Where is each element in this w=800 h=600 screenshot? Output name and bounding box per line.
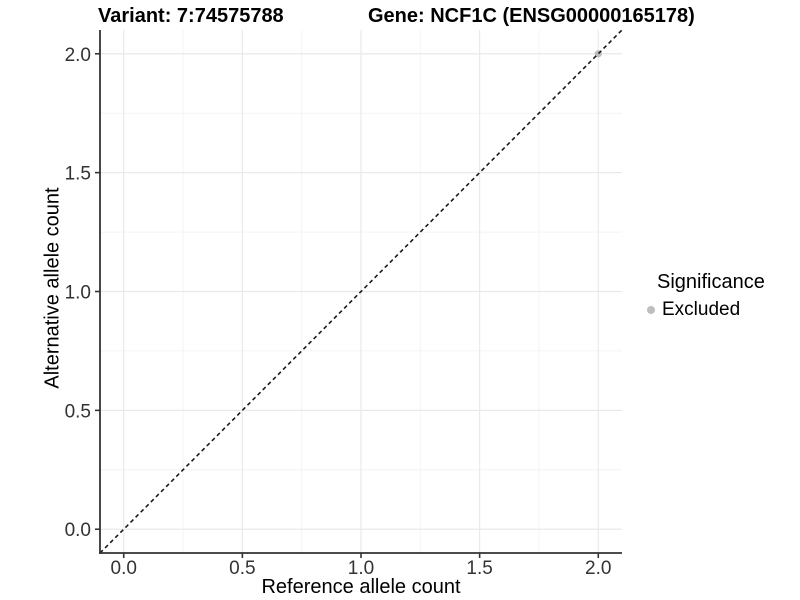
legend-title: Significance [657,271,765,293]
legend-point-icon [647,306,655,314]
x-tick-label: 0.0 [111,558,137,579]
y-tick-label: 0.0 [65,520,91,541]
legend-item-label: Excluded [662,299,741,320]
x-tick-label: 2.0 [585,558,611,579]
x-axis-title: Reference allele count [261,576,461,598]
plot-title-gene: Gene: NCF1C (ENSG00000165178) [368,5,695,27]
x-tick-label: 0.5 [229,558,255,579]
x-tick-label: 1.5 [466,558,492,579]
y-tick-label: 1.0 [65,283,91,304]
y-tick-label: 0.5 [65,401,91,422]
legend-item-excluded: Excluded [644,299,765,321]
y-tick-label: 2.0 [65,45,91,66]
identity-reference-line [99,29,623,554]
y-axis-title: Alternative allele count [41,187,64,389]
legend: Significance Excluded [644,271,765,321]
y-tick-label: 1.5 [65,164,91,185]
x-tick-label: 1.0 [348,558,374,579]
plot-title-variant: Variant: 7:74575788 [98,5,284,27]
